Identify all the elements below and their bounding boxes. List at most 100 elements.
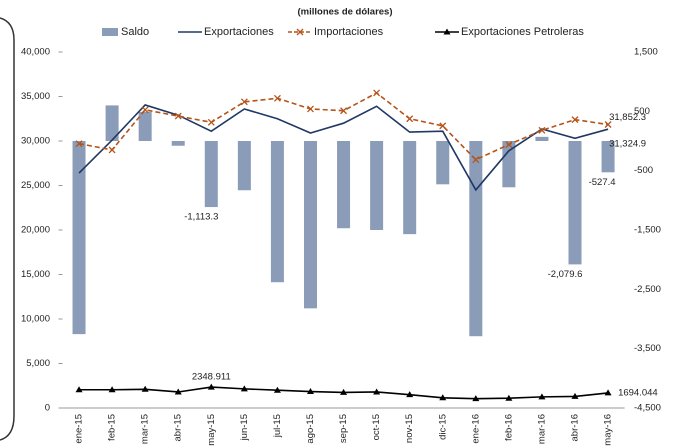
marker — [108, 146, 116, 154]
legend-swatch — [102, 28, 118, 36]
x-tick-label: mar-15 — [140, 414, 151, 444]
marker — [571, 392, 579, 399]
bar — [204, 141, 218, 208]
x-tick-label: feb-15 — [107, 414, 118, 441]
marker — [406, 115, 414, 123]
marker — [273, 386, 281, 393]
marker — [306, 388, 314, 395]
legend-label: Saldo — [121, 26, 149, 38]
data-label: 31,852.3 — [609, 112, 646, 123]
x-tick-label: ene-15 — [74, 414, 85, 444]
marker — [240, 385, 248, 392]
y2-tick-label: 1,500 — [634, 47, 658, 58]
marker — [273, 94, 281, 102]
bar — [337, 141, 351, 229]
x-tick-label: jul-15 — [272, 414, 283, 438]
marker — [174, 388, 182, 395]
bar — [436, 141, 450, 185]
data-label: 2348.911 — [192, 372, 231, 383]
bar — [138, 111, 152, 141]
legend-label: Exportaciones — [204, 26, 274, 38]
marker — [141, 106, 149, 114]
marker — [439, 122, 447, 130]
y-tick-label: 25,000 — [21, 180, 50, 191]
marker — [174, 112, 182, 120]
y2-tick-label: -2,500 — [634, 284, 661, 295]
y-tick-label: 35,000 — [21, 91, 50, 102]
marker — [75, 386, 83, 393]
marker — [307, 105, 314, 113]
marker — [75, 140, 83, 148]
legend-marker — [296, 28, 304, 36]
bar — [72, 141, 86, 335]
marker — [472, 395, 480, 402]
x-tick-label: abr-16 — [570, 414, 581, 441]
y-tick-label: 20,000 — [21, 225, 50, 236]
bar — [171, 141, 185, 146]
bar — [601, 141, 615, 173]
data-label: -527.4 — [589, 177, 616, 188]
x-tick-label: abr-15 — [173, 414, 184, 441]
bar — [237, 141, 251, 191]
marker — [538, 126, 546, 134]
legend-label: Exportaciones Petroleras — [461, 26, 584, 38]
chart-subtitle: (millones de dólares) — [297, 7, 392, 18]
marker — [604, 121, 612, 128]
bar — [568, 141, 582, 265]
marker — [108, 386, 116, 393]
bar — [303, 141, 317, 309]
y-tick-label: 30,000 — [21, 136, 50, 147]
data-label: 1694.044 — [618, 387, 658, 398]
marker — [406, 391, 414, 398]
marker — [240, 98, 248, 106]
x-tick-label: may-16 — [603, 414, 614, 446]
bar — [469, 141, 483, 337]
x-tick-label: jun-15 — [239, 414, 250, 441]
x-tick-label: oct-15 — [371, 414, 382, 440]
marker — [373, 388, 381, 395]
bar — [105, 105, 119, 141]
legend-marker — [443, 28, 451, 35]
data-label: -1,113.3 — [184, 212, 218, 223]
marker — [439, 394, 447, 401]
bar — [535, 136, 549, 141]
y-tick-label: 5,000 — [26, 358, 50, 369]
x-tick-label: mar-16 — [536, 414, 547, 444]
bar — [403, 141, 417, 235]
marker — [207, 118, 215, 126]
marker — [472, 156, 480, 164]
marker — [373, 89, 381, 97]
data-label: 31,324.9 — [609, 139, 646, 150]
x-tick-label: nov-15 — [404, 414, 415, 443]
marker — [571, 116, 579, 124]
data-label: -2,079.6 — [548, 269, 583, 280]
legend-label: Importaciones — [314, 26, 384, 38]
bar — [370, 141, 384, 230]
marker — [604, 389, 612, 396]
marker — [340, 107, 348, 115]
bar — [270, 141, 284, 283]
x-tick-label: feb-16 — [503, 414, 514, 441]
marker — [340, 388, 348, 395]
bar — [502, 141, 516, 188]
marker — [141, 385, 149, 392]
x-tick-label: sep-15 — [338, 414, 349, 443]
x-tick-label: ene-16 — [470, 414, 481, 444]
x-tick-label: ago-15 — [305, 414, 316, 444]
marker — [538, 393, 546, 400]
y2-tick-label: -3,500 — [634, 343, 661, 354]
y2-tick-label: -500 — [634, 165, 653, 176]
frame — [0, 17, 15, 441]
y2-tick-label: -4,500 — [634, 403, 661, 414]
x-tick-label: dic-15 — [437, 414, 448, 440]
marker — [207, 383, 215, 390]
y-tick-label: 0 — [45, 403, 50, 414]
line — [78, 104, 609, 192]
x-tick-label: may-15 — [206, 414, 217, 446]
marker — [505, 141, 513, 149]
y-tick-label: 40,000 — [21, 47, 50, 58]
y-tick-label: 10,000 — [21, 314, 50, 325]
y-tick-label: 15,000 — [21, 269, 50, 280]
y2-tick-label: -1,500 — [634, 225, 661, 236]
